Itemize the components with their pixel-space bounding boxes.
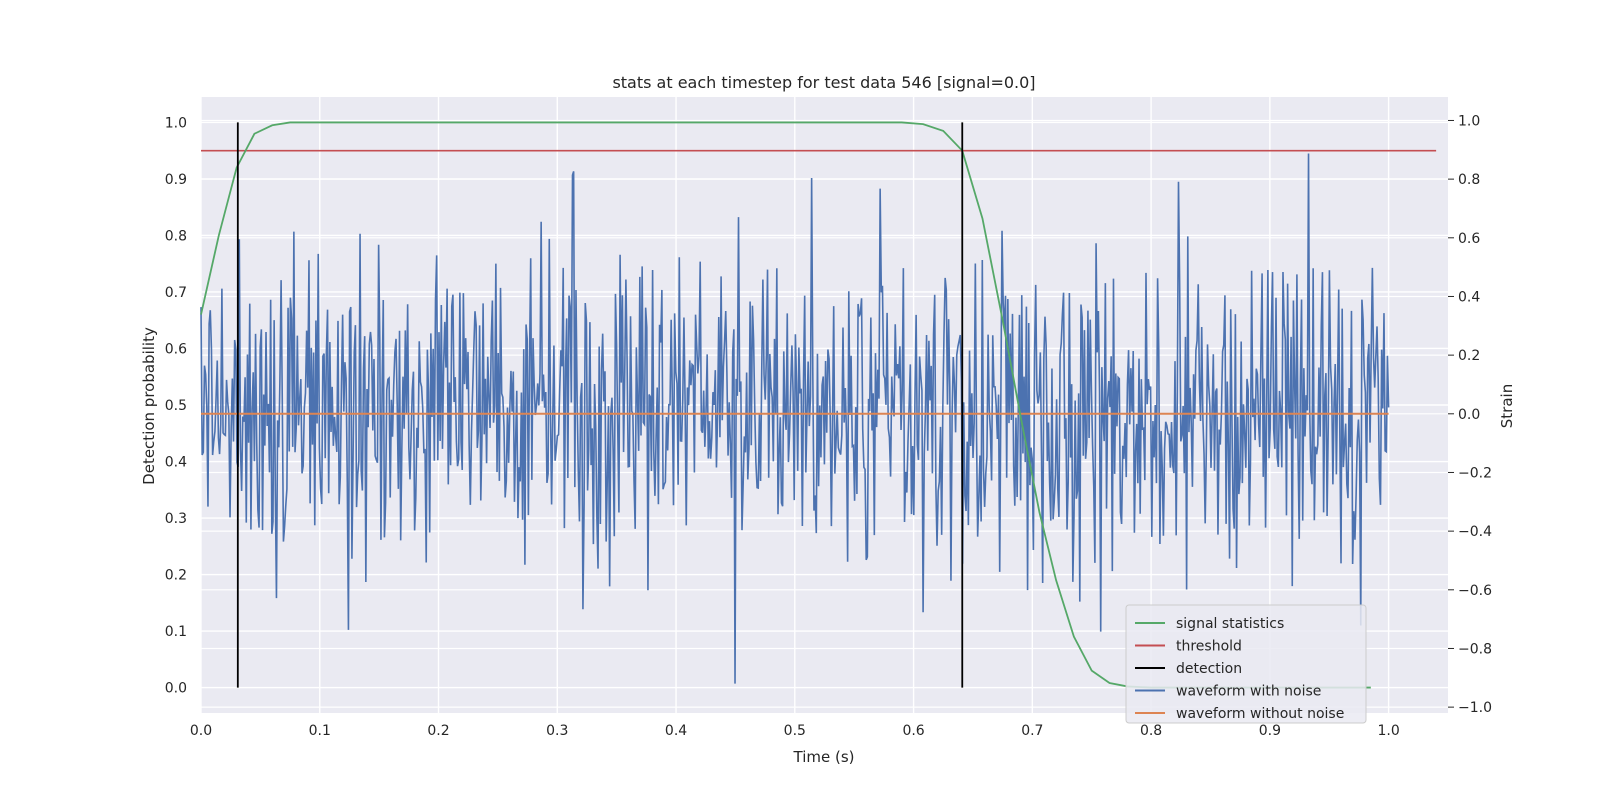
legend-label: detection (1176, 661, 1242, 677)
x-tick-label: 0.2 (427, 723, 449, 739)
y-left-tick-label: 0.6 (165, 341, 187, 357)
y-left-tick-label: 0.7 (165, 285, 187, 301)
y-right-tick-label: 0.0 (1458, 407, 1480, 423)
y-right-tick-label: −0.8 (1458, 641, 1492, 657)
y-left-tick-labels: 0.0 0.1 0.2 0.3 0.4 0.5 0.6 0.7 0.8 0.9 1.0 (165, 115, 187, 696)
x-tick-label: 1.0 (1377, 723, 1399, 739)
y-right-tick-label: 1.0 (1458, 113, 1480, 129)
legend-label: threshold (1176, 639, 1242, 655)
y-right-tick-label: 0.4 (1458, 289, 1480, 305)
x-tick-label: 0.0 (190, 723, 212, 739)
y-left-tick-label: 0.5 (165, 398, 187, 414)
legend-label: waveform with noise (1176, 684, 1321, 700)
x-tick-label: 0.7 (1021, 723, 1043, 739)
y-left-tick-label: 0.3 (165, 511, 187, 527)
x-tick-label: 0.1 (309, 723, 331, 739)
x-tick-label: 0.9 (1259, 723, 1281, 739)
y-left-axis-title: Detection probability (140, 327, 158, 485)
y-right-tick-label: −0.2 (1458, 465, 1492, 481)
x-tick-label: 0.4 (665, 723, 687, 739)
x-tick-label: 0.8 (1140, 723, 1162, 739)
waveform-with-noise-line (200, 153, 1390, 684)
legend-label: signal statistics (1176, 616, 1284, 632)
y-left-tick-label: 0.9 (165, 172, 187, 188)
y-right-tick-label: −1.0 (1458, 700, 1492, 716)
plot-area (200, 121, 1437, 689)
x-tick-labels: 0.0 0.1 0.2 0.3 0.4 0.5 0.6 0.7 0.8 0.9 1.0 (190, 723, 1400, 739)
y-left-tick-label: 0.8 (165, 228, 187, 244)
y-left-tick-label: 0.0 (165, 681, 187, 697)
y-left-tick-label: 0.1 (165, 624, 187, 640)
y-left-tick-label: 0.4 (165, 455, 187, 471)
legend: signal statistics threshold detection wavef… (1125, 604, 1367, 724)
x-tick-label: 0.3 (546, 723, 568, 739)
chart-title: stats at each timestep for test data 546… (612, 73, 1035, 92)
y-right-tick-label: 0.8 (1458, 172, 1480, 188)
legend-label: waveform without noise (1176, 706, 1344, 722)
legend-box (1125, 604, 1367, 724)
x-axis-title: Time (s) (793, 748, 855, 766)
x-tick-label: 0.5 (784, 723, 806, 739)
y-right-axis-title: Strain (1498, 384, 1516, 428)
y-right-tick-labels: −1.0 −0.8 −0.6 −0.4 −0.2 0.0 0.2 0.4 0.6 0.8 1.0 (1448, 113, 1492, 716)
y-left-tick-label: 0.2 (165, 568, 187, 584)
y-left-tick-label: 1.0 (165, 115, 187, 131)
y-right-tick-label: −0.6 (1458, 583, 1492, 599)
y-right-tick-label: −0.4 (1458, 524, 1492, 540)
x-tick-label: 0.6 (902, 723, 924, 739)
y-right-tick-label: 0.6 (1458, 231, 1480, 247)
y-right-tick-label: 0.2 (1458, 348, 1480, 364)
